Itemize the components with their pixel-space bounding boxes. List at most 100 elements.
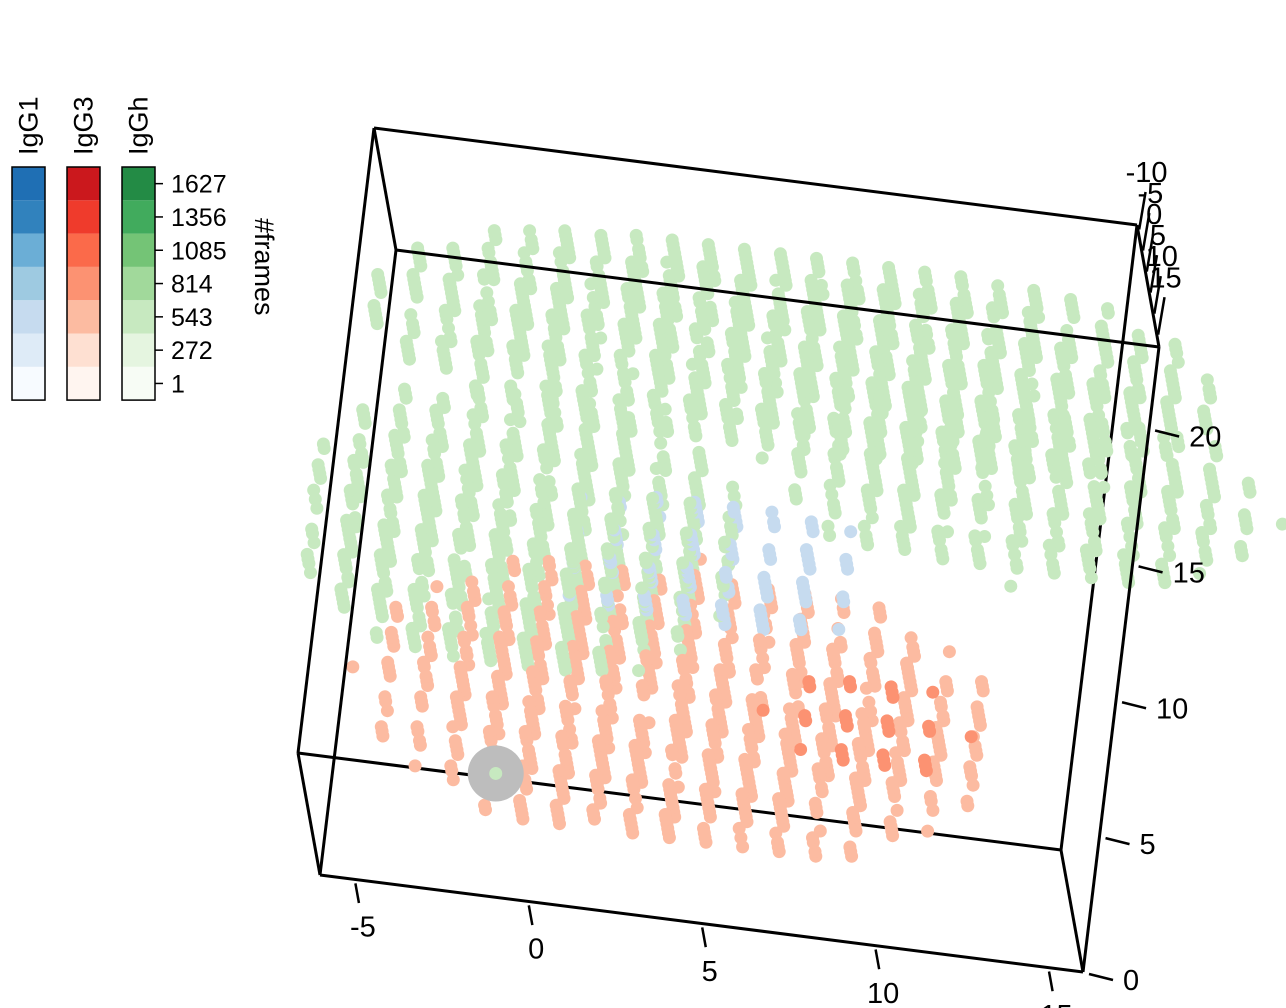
data-point-igg3 xyxy=(478,798,492,812)
data-point-igg1 xyxy=(839,552,853,566)
data-point-igg3 xyxy=(457,630,471,644)
data-point-iggh xyxy=(594,228,608,242)
data-point-iggh xyxy=(509,303,523,317)
data-point-iggh xyxy=(1132,421,1146,435)
data-point-iggh xyxy=(1012,466,1026,480)
data-point-iggh xyxy=(541,417,555,431)
data-point-iggh xyxy=(506,339,520,353)
data-point-iggh xyxy=(758,367,771,380)
data-point-iggh xyxy=(649,348,662,362)
data-point-iggh xyxy=(550,281,563,295)
data-point-iggh xyxy=(559,567,573,581)
data-point-iggh xyxy=(377,518,391,532)
data-point-iggh xyxy=(1047,408,1061,422)
data-point-iggh xyxy=(429,403,443,417)
data-point-igg3 xyxy=(374,720,388,734)
data-point-iggh xyxy=(616,427,629,441)
data-point-iggh xyxy=(769,273,783,287)
data-point-igg3 xyxy=(818,702,832,716)
data-point-igg1 xyxy=(844,525,858,539)
data-point-igg3 xyxy=(549,798,563,812)
data-point-iggh xyxy=(578,422,592,436)
data-point-iggh xyxy=(575,384,589,398)
data-point-iggh xyxy=(688,322,702,336)
data-point-iggh xyxy=(1161,484,1175,498)
data-point-igg3 xyxy=(421,630,435,644)
data-point-igg3 xyxy=(717,637,731,651)
data-point-igg3 xyxy=(783,702,796,716)
data-point-igg3 xyxy=(846,806,860,819)
data-point-iggh xyxy=(492,498,506,512)
data-point-iggh xyxy=(334,582,348,596)
data-point-iggh xyxy=(407,582,421,596)
data-point-iggh xyxy=(836,392,850,406)
data-point-iggh xyxy=(516,631,530,645)
data-point-iggh xyxy=(499,438,513,452)
legend-swatch-igg1 xyxy=(12,167,45,201)
legend-value-label: 1 xyxy=(171,370,185,398)
data-point-igg3 xyxy=(533,605,547,619)
data-point-iggh xyxy=(904,420,918,434)
data-point-iggh xyxy=(876,283,890,297)
data-point-igg3 xyxy=(752,633,766,647)
legend-value-label: 1085 xyxy=(171,237,227,265)
data-point-iggh xyxy=(984,407,998,421)
data-point-iggh xyxy=(981,327,995,341)
data-point-igg3 xyxy=(599,674,613,688)
data-point-igg3 xyxy=(855,707,869,721)
data-point-iggh xyxy=(373,548,387,562)
data-point-iggh xyxy=(479,626,493,640)
data-point-iggh xyxy=(1170,430,1184,444)
data-point-igg3 xyxy=(578,559,592,573)
data-point-iggh xyxy=(975,461,989,475)
data-point-igg3 xyxy=(555,729,569,743)
data-point-igg3 xyxy=(843,840,857,854)
data-point-iggh xyxy=(724,326,738,340)
data-point-iggh xyxy=(649,462,663,475)
data-point-iggh xyxy=(435,334,448,348)
data-point-igg3 xyxy=(501,580,515,594)
data-point-iggh xyxy=(622,411,636,425)
data-point-igg3 xyxy=(537,580,551,594)
data-point-iggh xyxy=(337,548,351,562)
data-point-iggh xyxy=(676,556,690,570)
data-point-iggh xyxy=(1237,508,1251,522)
data-point-iggh xyxy=(954,270,968,284)
data-point-iggh xyxy=(574,447,588,461)
data-point-iggh xyxy=(938,456,952,470)
data-point-igg3 xyxy=(497,605,511,619)
legend-swatch-igg1 xyxy=(12,333,45,367)
data-point-iggh xyxy=(868,420,882,434)
data-point-iggh xyxy=(371,582,384,596)
data-point-iggh xyxy=(810,251,823,265)
data-point-iggh xyxy=(1050,372,1064,386)
data-point-igg3 xyxy=(482,724,496,738)
z-tick-label: 15 xyxy=(1173,557,1205,589)
legend-swatch-iggh xyxy=(122,233,155,267)
data-point-iggh xyxy=(977,358,991,372)
legend-value-label: 272 xyxy=(171,337,213,365)
data-point-iggh xyxy=(773,247,787,261)
data-point-iggh xyxy=(1165,457,1179,471)
data-point-igg3 xyxy=(453,660,467,674)
data-point-igg3 xyxy=(574,584,588,598)
box-edge xyxy=(1059,849,1085,973)
data-point-iggh xyxy=(411,553,425,566)
data-point-igg3 xyxy=(960,794,974,808)
data-point-iggh xyxy=(463,438,476,452)
data-point-iggh xyxy=(656,450,670,464)
data-point-iggh xyxy=(696,260,710,274)
data-point-igg3 xyxy=(662,778,676,792)
data-point-igg3 xyxy=(378,690,392,704)
data-point-igg3 xyxy=(639,649,653,663)
data-point-iggh xyxy=(398,382,411,396)
data-point-igg3 xyxy=(701,748,715,762)
data-point-iggh xyxy=(436,391,450,405)
data-point-iggh xyxy=(458,463,472,477)
data-point-iggh xyxy=(1090,443,1104,457)
data-point-igg3 xyxy=(892,716,906,730)
data-point-iggh xyxy=(701,238,715,252)
data-point-iggh xyxy=(721,357,735,371)
data-point-iggh xyxy=(629,228,643,242)
data-point-iggh xyxy=(718,535,731,549)
